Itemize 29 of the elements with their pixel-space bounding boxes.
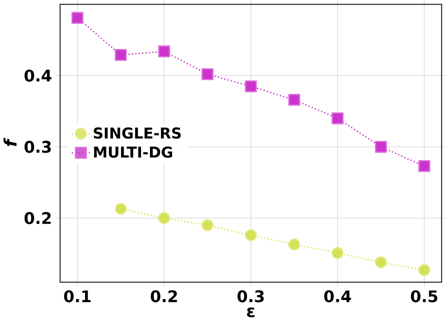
y-tick-label: 0.2 xyxy=(24,212,51,224)
point xyxy=(374,256,387,268)
point xyxy=(374,140,387,153)
x-axis-title: ε xyxy=(247,308,255,318)
y-axis-title: f xyxy=(4,138,16,146)
x-tick-label: 0.2 xyxy=(150,290,177,302)
point xyxy=(158,212,170,224)
point xyxy=(114,49,127,61)
point xyxy=(244,80,257,92)
point xyxy=(202,68,214,80)
legend-label: MULTI-DG xyxy=(94,146,172,158)
point xyxy=(418,160,430,172)
point xyxy=(71,12,84,24)
y-tick-label: 0.4 xyxy=(24,70,52,82)
x-tick-label: 0.3 xyxy=(237,290,264,302)
point xyxy=(244,229,257,242)
point xyxy=(332,247,344,260)
point xyxy=(114,202,127,215)
y-tick-label: 0.3 xyxy=(24,140,51,153)
point xyxy=(288,94,300,106)
x-tick-label: 0.1 xyxy=(64,290,90,302)
x-tick-label: 0.5 xyxy=(410,290,438,302)
point xyxy=(202,219,214,232)
point xyxy=(332,112,344,124)
point xyxy=(158,45,170,58)
x-tick-label: 0.4 xyxy=(324,290,351,302)
legend-label: SINGLE-RS xyxy=(94,128,181,139)
point xyxy=(418,264,430,276)
point xyxy=(288,238,300,250)
